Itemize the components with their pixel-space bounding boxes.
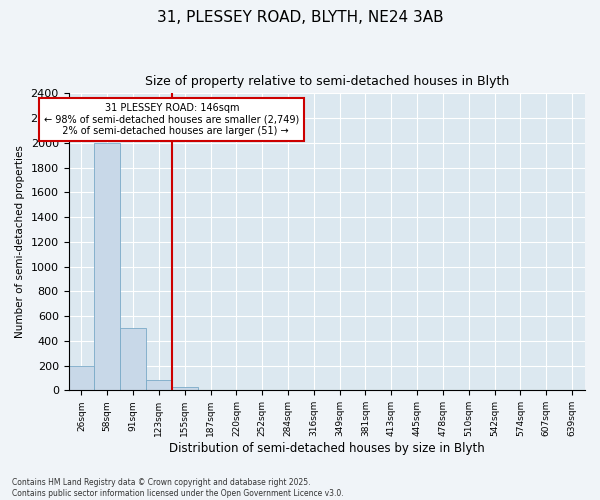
Bar <box>172 386 197 390</box>
Text: Contains HM Land Registry data © Crown copyright and database right 2025.
Contai: Contains HM Land Registry data © Crown c… <box>12 478 344 498</box>
Title: Size of property relative to semi-detached houses in Blyth: Size of property relative to semi-detach… <box>145 75 509 88</box>
Text: 31 PLESSEY ROAD: 146sqm
← 98% of semi-detached houses are smaller (2,749)
  2% o: 31 PLESSEY ROAD: 146sqm ← 98% of semi-de… <box>44 103 299 136</box>
X-axis label: Distribution of semi-detached houses by size in Blyth: Distribution of semi-detached houses by … <box>169 442 485 455</box>
Bar <box>68 366 94 390</box>
Bar <box>94 143 120 390</box>
Y-axis label: Number of semi-detached properties: Number of semi-detached properties <box>15 146 25 338</box>
Bar <box>146 380 172 390</box>
Bar <box>120 328 146 390</box>
Text: 31, PLESSEY ROAD, BLYTH, NE24 3AB: 31, PLESSEY ROAD, BLYTH, NE24 3AB <box>157 10 443 25</box>
